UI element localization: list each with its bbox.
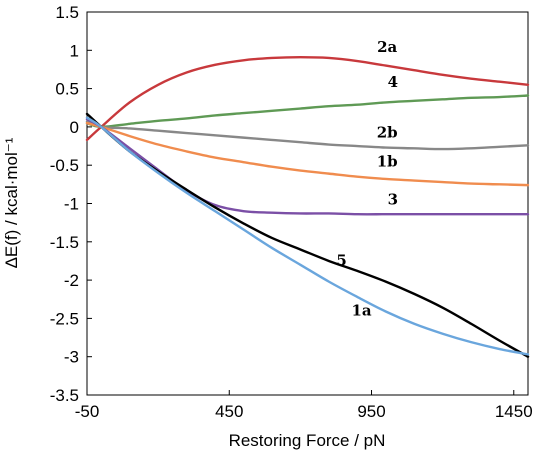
- y-tick-label: -3.5: [50, 386, 79, 405]
- x-tick-label: 1450: [495, 402, 533, 421]
- curve-label-1a: 1a: [351, 301, 371, 319]
- series-line-4: [85, 94, 530, 129]
- curve-label-4: 4: [388, 73, 398, 91]
- x-axis-ticks: -50 450 950 1450: [75, 390, 533, 421]
- x-axis-title: Restoring Force / pN: [229, 431, 386, 450]
- y-tick-label: -1.5: [50, 233, 79, 252]
- annotation-layer: 2a 4 2b 1b 3 5 1a: [336, 38, 398, 320]
- series-line-1a: [85, 116, 530, 356]
- series-layer: [85, 55, 530, 358]
- y-tick-label: 1: [70, 41, 79, 60]
- y-tick-label: 0: [70, 118, 79, 137]
- curve-label-5: 5: [336, 252, 346, 270]
- series-line-3: [85, 118, 530, 216]
- curve-label-1b: 1b: [377, 153, 398, 171]
- x-tick-label: 450: [215, 402, 243, 421]
- plot-frame: [86, 11, 529, 396]
- curve-label-2b: 2b: [377, 124, 398, 142]
- curve-label-2a: 2a: [377, 38, 397, 56]
- y-tick-label: -2.5: [50, 309, 79, 328]
- x-tick-label: 950: [357, 402, 385, 421]
- y-tick-label: -3: [64, 348, 79, 367]
- y-tick-label: 1.5: [55, 3, 79, 22]
- series-line-2a: [85, 55, 530, 142]
- series-line-5: [85, 112, 530, 358]
- y-tick-label: -0.5: [50, 156, 79, 175]
- series-line-1b: [85, 121, 530, 187]
- y-axis-title: ΔE(f) / kcal·mol⁻¹: [2, 137, 21, 268]
- y-tick-label: -1: [64, 195, 79, 214]
- y-tick-label: -2: [64, 271, 79, 290]
- y-axis-ticks: 1.5 1 0.5 0 -0.5 -1 -1.5 -2 -2.5 -3 -3.5: [50, 3, 92, 405]
- series-line-2b: [85, 120, 530, 151]
- x-tick-label: -50: [75, 402, 100, 421]
- y-tick-label: 0.5: [55, 80, 79, 99]
- curve-label-3: 3: [388, 190, 398, 208]
